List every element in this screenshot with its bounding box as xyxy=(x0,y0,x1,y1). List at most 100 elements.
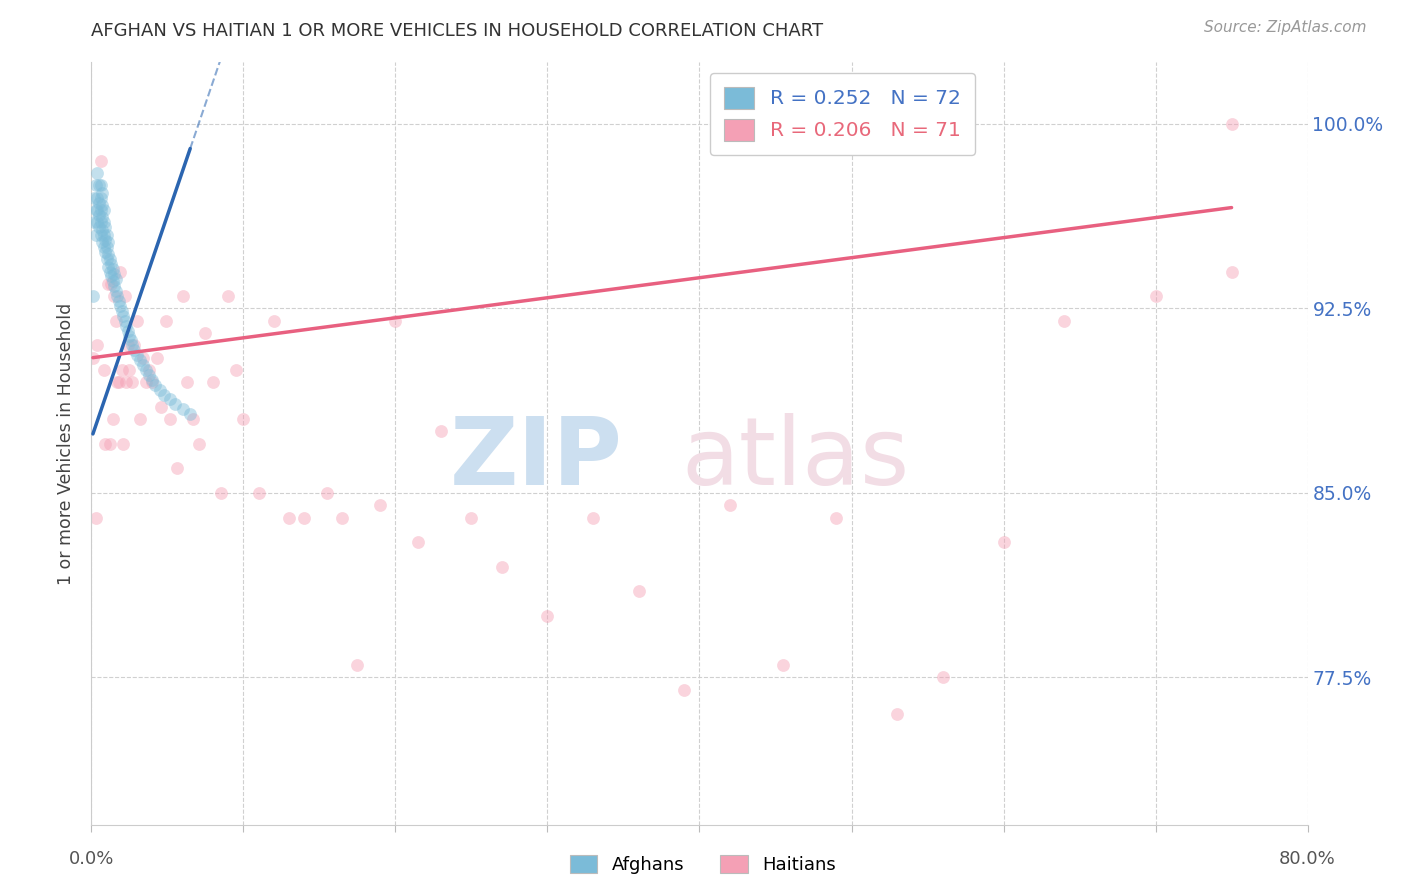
Point xyxy=(138,363,160,377)
Point xyxy=(125,314,148,328)
Point xyxy=(100,269,122,284)
Point xyxy=(101,262,124,277)
Point xyxy=(132,358,155,372)
Point xyxy=(150,400,173,414)
Point xyxy=(1220,264,1243,278)
Point xyxy=(886,707,908,722)
Point xyxy=(82,289,104,303)
Text: Source: ZipAtlas.com: Source: ZipAtlas.com xyxy=(1204,20,1367,35)
Point xyxy=(94,436,117,450)
Point xyxy=(96,252,118,267)
Point xyxy=(112,309,135,323)
Point xyxy=(105,289,128,303)
Point xyxy=(141,373,163,387)
Point xyxy=(87,220,110,235)
Point xyxy=(582,510,605,524)
Point xyxy=(149,383,172,397)
Point xyxy=(111,363,134,377)
Point xyxy=(114,289,136,303)
Point xyxy=(86,166,108,180)
Point xyxy=(104,272,127,286)
Point xyxy=(292,510,315,524)
Point xyxy=(159,412,181,426)
Point xyxy=(91,223,114,237)
Point xyxy=(83,191,105,205)
Point xyxy=(159,392,181,407)
Point xyxy=(166,461,188,475)
Point xyxy=(138,368,160,382)
Point xyxy=(82,351,104,365)
Point xyxy=(141,376,163,390)
Point xyxy=(89,215,111,229)
Point xyxy=(91,198,114,212)
Point xyxy=(115,318,138,333)
Point xyxy=(104,314,127,328)
Point xyxy=(97,260,120,274)
Point xyxy=(135,363,157,377)
Point xyxy=(172,402,194,417)
Point xyxy=(118,328,141,343)
Point xyxy=(153,387,176,401)
Point xyxy=(103,289,125,303)
Point xyxy=(122,338,145,352)
Point xyxy=(772,658,794,673)
Point xyxy=(384,314,406,328)
Point xyxy=(84,178,107,193)
Point xyxy=(84,510,107,524)
Point xyxy=(368,498,391,512)
Point xyxy=(97,235,120,249)
Point xyxy=(278,510,301,524)
Point xyxy=(86,202,108,217)
Point xyxy=(89,202,111,217)
Point xyxy=(143,377,166,392)
Point xyxy=(96,227,118,242)
Point xyxy=(194,326,217,340)
Point xyxy=(406,535,429,549)
Point xyxy=(1144,289,1167,303)
Point xyxy=(122,343,145,358)
Point xyxy=(93,363,115,377)
Point xyxy=(125,348,148,362)
Point xyxy=(91,186,114,200)
Point xyxy=(94,233,117,247)
Point xyxy=(172,289,194,303)
Point xyxy=(491,559,513,574)
Point xyxy=(93,202,115,217)
Point xyxy=(107,376,129,390)
Point xyxy=(89,153,111,168)
Point xyxy=(91,211,114,225)
Point xyxy=(209,486,232,500)
Point xyxy=(86,338,108,352)
Point xyxy=(93,227,115,242)
Text: 0.0%: 0.0% xyxy=(69,850,114,868)
Point xyxy=(117,324,139,338)
Point xyxy=(89,227,111,242)
Point xyxy=(121,376,143,390)
Point xyxy=(330,510,353,524)
Point xyxy=(118,363,141,377)
Point xyxy=(316,486,339,500)
Point xyxy=(1053,314,1076,328)
Point xyxy=(112,436,135,450)
Point xyxy=(430,425,453,439)
Point xyxy=(111,304,134,318)
Point xyxy=(101,274,124,288)
Text: AFGHAN VS HAITIAN 1 OR MORE VEHICLES IN HOUSEHOLD CORRELATION CHART: AFGHAN VS HAITIAN 1 OR MORE VEHICLES IN … xyxy=(91,22,824,40)
Point xyxy=(718,498,741,512)
Text: 80.0%: 80.0% xyxy=(1279,850,1336,868)
Point xyxy=(931,671,953,685)
Point xyxy=(188,436,211,450)
Point xyxy=(104,284,127,298)
Point xyxy=(217,289,239,303)
Point xyxy=(225,363,247,377)
Point xyxy=(132,351,155,365)
Point xyxy=(825,510,848,524)
Point xyxy=(91,235,114,249)
Point xyxy=(83,215,105,229)
Point xyxy=(145,351,167,365)
Point xyxy=(107,294,129,309)
Point xyxy=(181,412,204,426)
Text: atlas: atlas xyxy=(682,413,910,505)
Point xyxy=(627,584,650,599)
Point xyxy=(84,227,107,242)
